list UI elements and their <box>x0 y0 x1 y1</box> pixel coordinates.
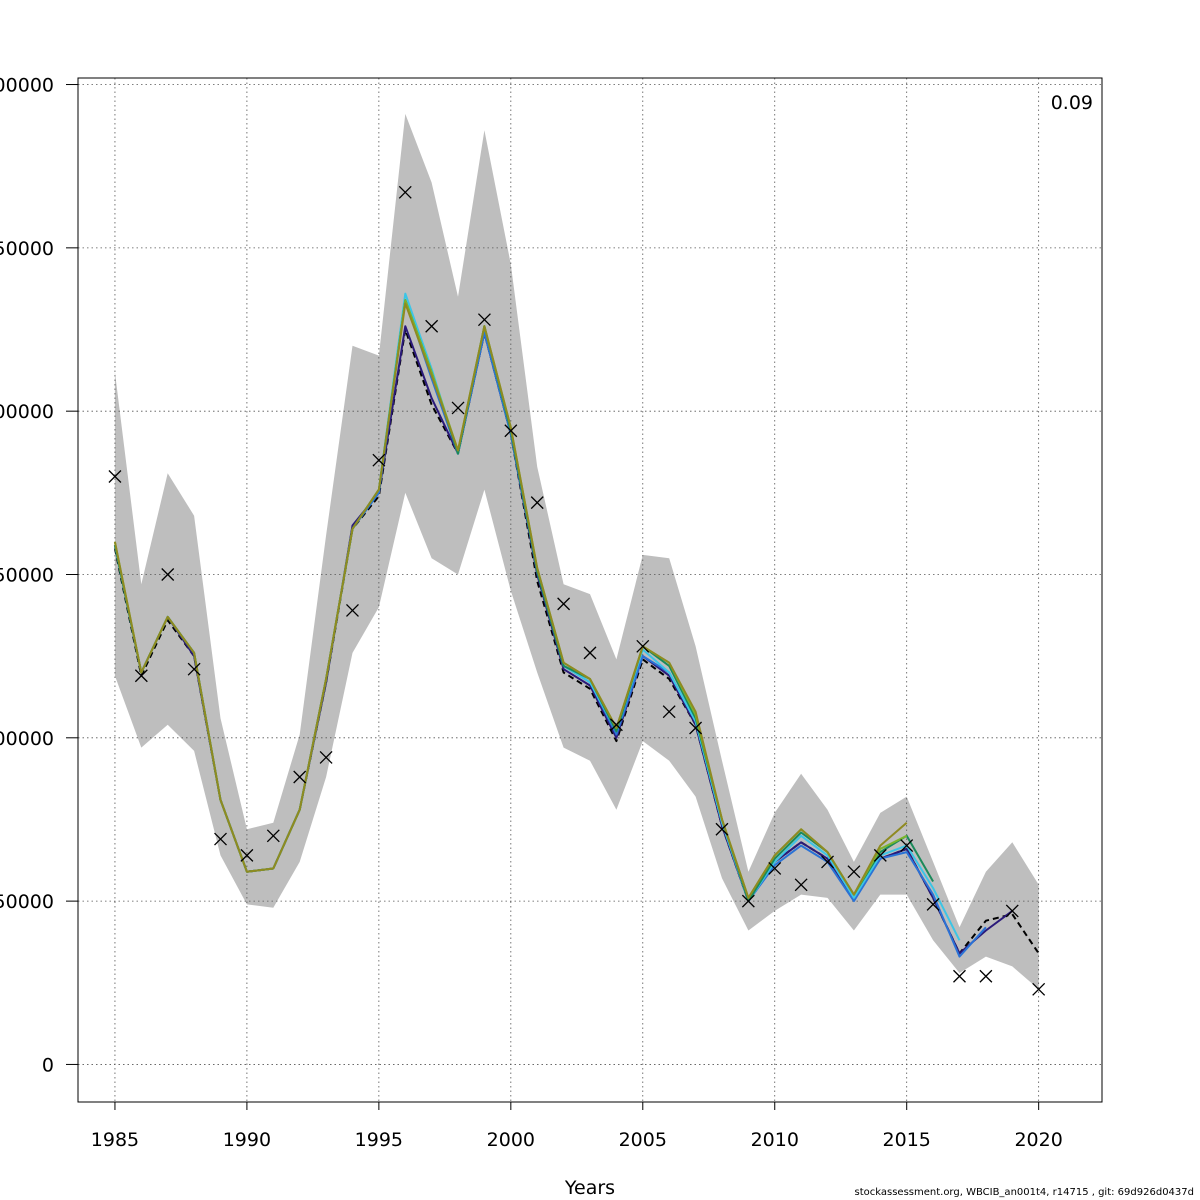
observed-point <box>451 401 465 415</box>
observed-point <box>187 662 201 676</box>
observed-point <box>319 750 333 764</box>
y-tick-label: 0 <box>42 1054 54 1076</box>
series-line-7 <box>113 302 908 899</box>
observed-point <box>557 597 571 611</box>
y-tick-label: 250000 <box>0 238 54 260</box>
observed-point <box>821 855 834 869</box>
observed-point <box>530 496 544 510</box>
observed-point <box>662 705 676 719</box>
observed-point <box>425 319 439 333</box>
series-lines <box>113 292 1040 958</box>
observed-point <box>504 424 518 438</box>
observed-point <box>953 969 966 983</box>
x-axis-title: Years <box>564 1177 615 1199</box>
observed-point <box>609 718 623 732</box>
x-tick-label: 1995 <box>355 1129 403 1151</box>
observed-point <box>372 453 386 467</box>
observed-point <box>873 848 887 862</box>
corner-annotation: 0.09 <box>1051 92 1093 114</box>
observed-point <box>108 470 122 483</box>
y-tick-label: 100000 <box>0 728 54 750</box>
observed-point <box>1005 904 1019 918</box>
confidence-band <box>114 113 1039 990</box>
observed-point <box>847 865 861 879</box>
x-tick-label: 2020 <box>1014 1129 1062 1151</box>
observed-point <box>900 839 914 853</box>
observed-point <box>768 861 782 875</box>
x-axis: 1985 1990 1995 2000 2005 2010 2015 2020 <box>91 1101 1063 1151</box>
confidence-band-area <box>114 113 1039 990</box>
observed-point <box>715 822 729 836</box>
observed-point <box>161 568 175 581</box>
observed-point <box>636 639 650 653</box>
credit-text: stockassessment.org, WBCIB_an001t4, r147… <box>854 1187 1195 1198</box>
x-tick-label: 2000 <box>487 1129 535 1151</box>
observed-point <box>398 185 412 199</box>
observed-point <box>583 646 597 660</box>
x-tick-label: 1990 <box>223 1129 271 1151</box>
x-tick-label: 2005 <box>619 1129 667 1151</box>
observed-point <box>979 969 993 983</box>
observed-point <box>293 770 307 784</box>
observed-point <box>477 313 491 327</box>
observed-point <box>346 603 359 617</box>
observed-markers <box>108 185 1046 996</box>
observed-point <box>741 894 755 908</box>
observed-point <box>926 897 940 911</box>
observed-point <box>214 832 227 846</box>
observed-point <box>1032 982 1046 996</box>
x-tick-label: 2010 <box>751 1129 799 1151</box>
observed-point <box>240 848 254 862</box>
observed-point <box>689 721 703 735</box>
observed-point <box>134 669 148 683</box>
y-tick-label: 50000 <box>0 891 54 913</box>
y-tick-label: 150000 <box>0 564 54 586</box>
y-tick-label: 300000 <box>0 75 54 97</box>
observed-point <box>794 878 808 892</box>
observed-point <box>266 829 280 843</box>
x-tick-label: 1985 <box>91 1129 139 1151</box>
x-tick-label: 2015 <box>883 1129 931 1151</box>
